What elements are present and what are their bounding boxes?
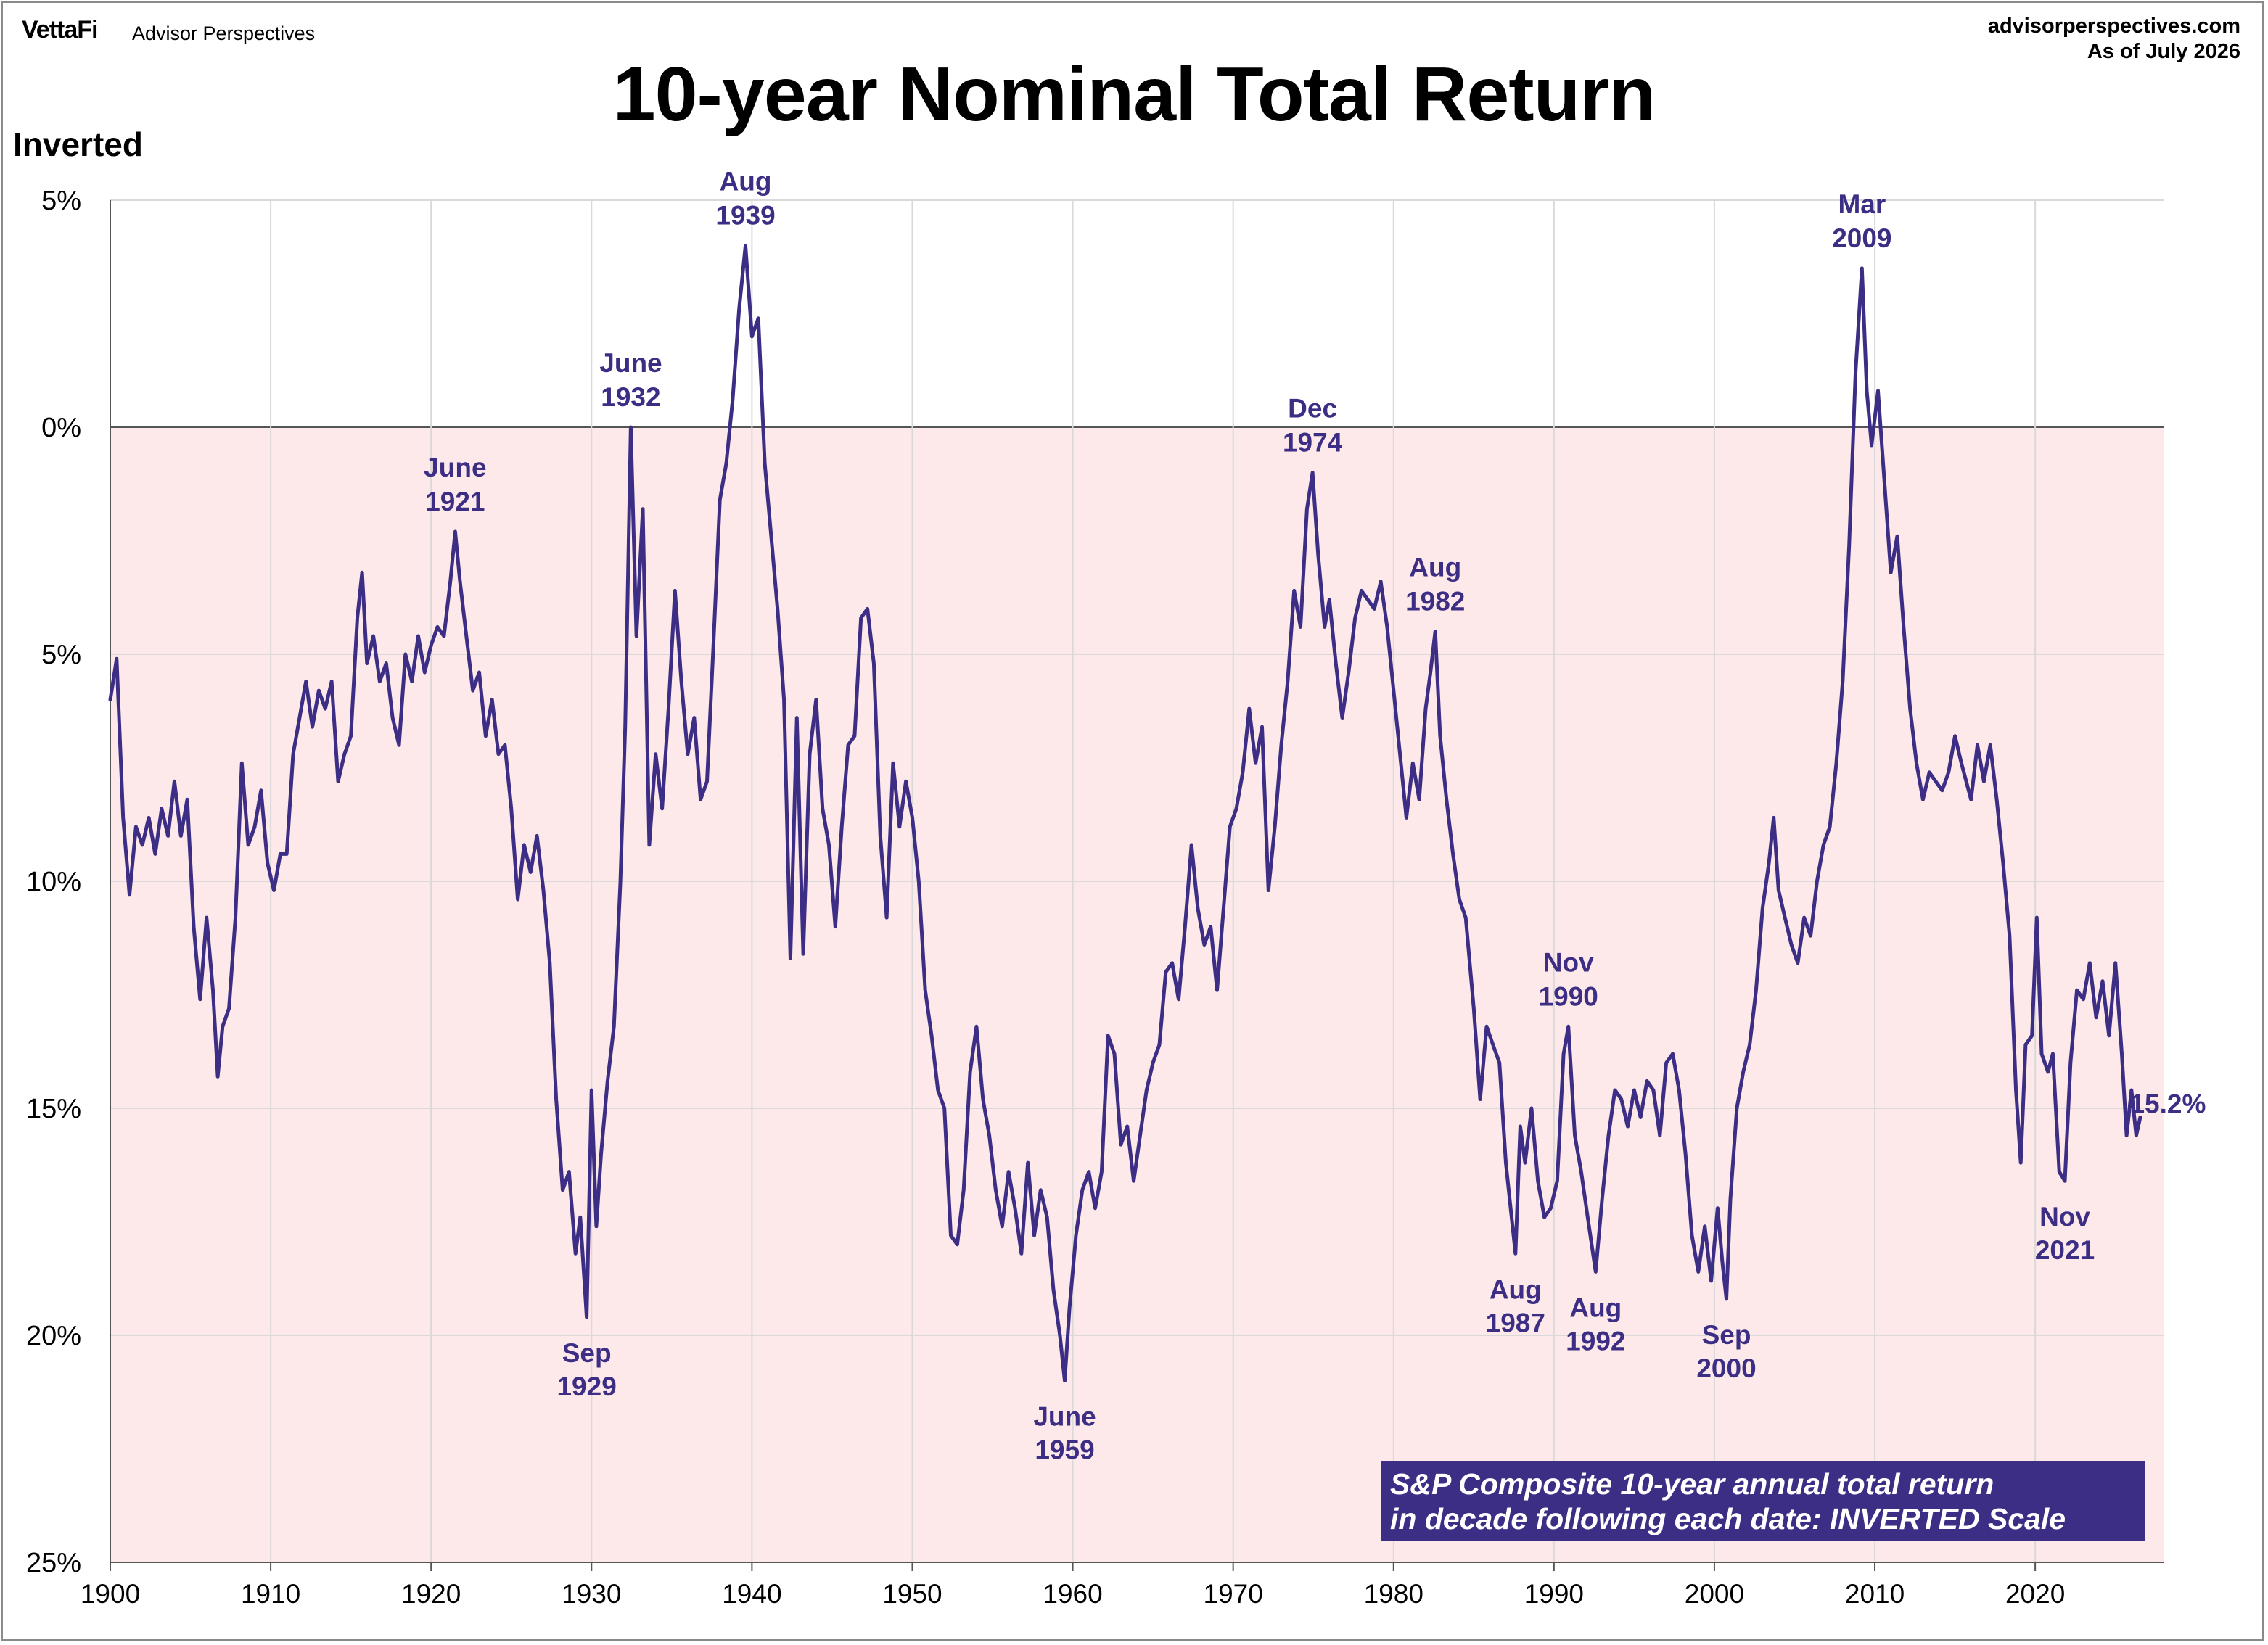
- annotation-year: 2009: [1832, 223, 1891, 253]
- annotation-month: June: [599, 348, 662, 378]
- annotation-year: 1982: [1405, 587, 1465, 617]
- negative-region: [110, 427, 2164, 1562]
- as-of-date: As of July 2026: [2087, 40, 2240, 63]
- annotation-year: 1959: [1035, 1435, 1094, 1465]
- annotation-year: 1929: [556, 1372, 616, 1401]
- annotation-month: Sep: [1702, 1320, 1751, 1350]
- annotation-year: 1974: [1283, 428, 1343, 458]
- x-tick-label: 1920: [401, 1579, 461, 1609]
- y-tick-label: 5%: [41, 640, 81, 670]
- annotation-month: Nov: [2039, 1202, 2090, 1232]
- annotation-month: Aug: [1490, 1274, 1542, 1304]
- site-url: advisorperspectives.com: [1987, 15, 2240, 38]
- annotation-month: June: [1033, 1402, 1096, 1432]
- last-value-label: 15.2%: [2129, 1089, 2206, 1119]
- chart-note: S&P Composite 10-year annual total retur…: [1381, 1461, 2145, 1541]
- annotation-year: 1990: [1539, 981, 1598, 1011]
- annotation-month: Aug: [1569, 1292, 1622, 1322]
- x-tick-label: 1910: [241, 1579, 300, 1609]
- annotation-year: 2000: [1696, 1353, 1756, 1383]
- x-tick-label: 2010: [1845, 1579, 1905, 1609]
- vettafi-logo: VettaFi: [22, 16, 98, 44]
- chart-note-line-2: in decade following each date: INVERTED …: [1390, 1502, 2066, 1535]
- chart-note-line-1: S&P Composite 10-year annual total retur…: [1390, 1467, 1994, 1501]
- annotation-year: 1939: [715, 201, 775, 231]
- x-tick-label: 2000: [1685, 1579, 1744, 1609]
- x-tick-label: 1960: [1043, 1579, 1102, 1609]
- y-tick-label: 5%: [41, 186, 81, 216]
- annotation-month: June: [424, 453, 486, 482]
- y-tick-label: 0%: [41, 413, 81, 443]
- y-tick-label: 20%: [26, 1321, 81, 1351]
- y-tick-label: 10%: [26, 867, 81, 897]
- x-tick-label: 1950: [882, 1579, 942, 1609]
- annotation-year: 1992: [1566, 1326, 1625, 1356]
- annotation-year: 1987: [1486, 1308, 1545, 1337]
- x-tick-label: 1990: [1524, 1579, 1584, 1609]
- x-tick-label: 1980: [1364, 1579, 1423, 1609]
- annotation-year: 2021: [2035, 1235, 2095, 1265]
- annotation-month: Aug: [1409, 553, 1461, 582]
- chart-title: 10-year Nominal Total Return: [612, 51, 1656, 137]
- annotation-year: 1921: [425, 487, 485, 516]
- annotation-month: Mar: [1838, 189, 1886, 219]
- inverted-scale-label: Inverted: [13, 125, 143, 163]
- annotation-month: Nov: [1543, 947, 1594, 977]
- annotation-month: Aug: [720, 167, 772, 197]
- y-tick-label: 15%: [26, 1094, 81, 1124]
- return-series-line: [108, 244, 2142, 1383]
- annotation-month: Dec: [1288, 394, 1337, 424]
- x-tick-label: 1970: [1204, 1579, 1263, 1609]
- brand-name: Advisor Perspectives: [132, 22, 316, 44]
- x-tick-label: 1940: [722, 1579, 781, 1609]
- x-tick-label: 2020: [2005, 1579, 2065, 1609]
- x-tick-label: 1930: [562, 1579, 621, 1609]
- annotation-year: 1932: [601, 382, 660, 412]
- x-tick-label: 1900: [81, 1579, 140, 1609]
- annotation-month: Sep: [562, 1338, 612, 1368]
- y-tick-label: 25%: [26, 1548, 81, 1578]
